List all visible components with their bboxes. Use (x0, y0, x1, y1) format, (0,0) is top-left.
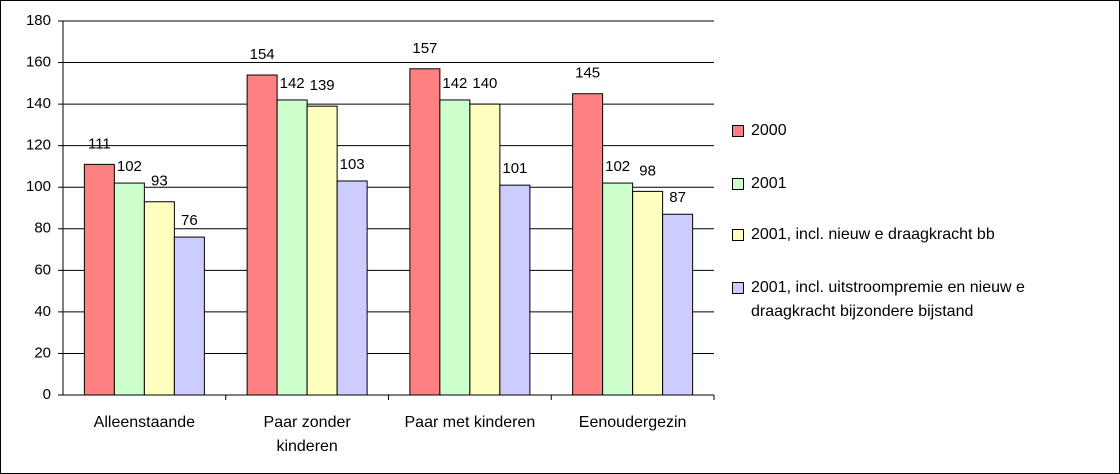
bar (662, 213, 694, 396)
bar (409, 68, 441, 396)
bar (632, 190, 664, 396)
bar (143, 201, 175, 396)
value-label: 93 (151, 173, 168, 190)
value-label: 87 (669, 189, 686, 206)
value-label: 142 (280, 75, 305, 92)
value-label: 102 (117, 158, 142, 175)
y-tick-label: 40 (34, 303, 51, 320)
bar (602, 182, 634, 396)
legend-swatch (732, 178, 744, 190)
bar (336, 180, 368, 396)
y-tick-label: 140 (26, 95, 51, 112)
bar (173, 236, 205, 396)
legend-swatch (732, 229, 744, 241)
x-tick-label: Alleenstaande (93, 414, 196, 431)
y-tick-label: 60 (34, 261, 51, 278)
x-tick-label: Paar zonder kinderen (263, 414, 351, 455)
value-label: 76 (181, 212, 198, 229)
bar (469, 103, 501, 396)
y-tick-label: 80 (34, 220, 51, 237)
bar (572, 93, 604, 396)
y-tick-label: 100 (26, 178, 51, 195)
value-label: 140 (472, 75, 497, 92)
value-label: 142 (442, 75, 467, 92)
legend-swatch (732, 282, 744, 294)
legend-label: 2001, incl. uitstroompremie en nieuw e d… (751, 279, 1025, 320)
y-tick-label: 0 (43, 386, 51, 403)
y-tick-label: 160 (26, 54, 51, 71)
legend-swatch (732, 125, 744, 137)
legend-label: 2001, incl. nieuw e draagkracht bb (751, 226, 995, 243)
x-tick-label: Eenoudergezin (578, 414, 687, 431)
value-label: 139 (310, 77, 335, 94)
bar (499, 184, 531, 396)
legend-label: 2001 (751, 175, 787, 192)
bar (113, 182, 145, 396)
value-label: 111 (88, 135, 111, 152)
value-label: 98 (639, 162, 656, 179)
bar (83, 163, 115, 396)
value-label: 145 (575, 65, 600, 82)
y-tick-label: 120 (26, 137, 51, 154)
value-label: 157 (412, 40, 437, 57)
bar (439, 99, 471, 396)
value-label: 102 (605, 158, 630, 175)
bar (306, 105, 338, 396)
y-tick-label: 20 (34, 344, 51, 361)
value-label: 101 (502, 160, 527, 177)
value-label: 154 (250, 46, 275, 63)
y-tick-label: 180 (26, 12, 51, 29)
value-label: 103 (340, 156, 365, 173)
bar (246, 74, 278, 396)
legend-label: 2000 (751, 122, 787, 139)
bar (276, 99, 308, 396)
x-tick-label: Paar met kinderen (404, 414, 536, 431)
